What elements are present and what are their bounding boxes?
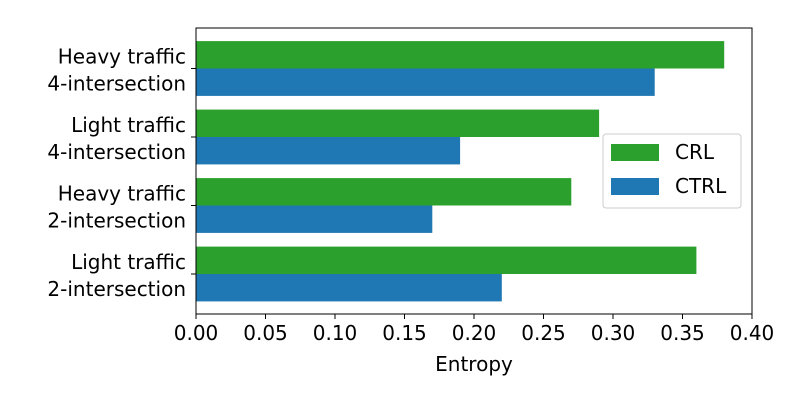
bar-crl-0 [196, 41, 725, 69]
y-tick-label: 2-intersection [47, 209, 186, 233]
x-tick-label: 0.05 [243, 321, 288, 345]
y-tick-label: 2-intersection [47, 277, 186, 301]
bar-crl-2 [196, 178, 572, 206]
bars-group [196, 41, 725, 302]
y-tick-label: Heavy traffic [58, 45, 186, 69]
x-tick-label: 0.10 [313, 321, 358, 345]
bar-ctrl-0 [196, 68, 655, 96]
bar-ctrl-1 [196, 137, 461, 165]
y-tick-label: Heavy traffic [58, 182, 186, 206]
y-tick-label: 4-intersection [47, 72, 186, 96]
x-tick-label: 0.40 [730, 321, 775, 345]
y-axis-ticks: Heavy traffic 4-intersection Light traffic… [47, 45, 196, 301]
x-tick-label: 0.30 [591, 321, 636, 345]
bar-crl-1 [196, 109, 600, 137]
y-tick-label: 4-intersection [47, 140, 186, 164]
x-tick-label: 0.25 [521, 321, 566, 345]
x-tick-label: 0.15 [382, 321, 427, 345]
x-tick-label: 0.35 [660, 321, 705, 345]
bar-crl-3 [196, 246, 697, 274]
bar-ctrl-2 [196, 205, 433, 233]
legend-swatch-crl [611, 144, 659, 161]
x-tick-label: 0.00 [174, 321, 219, 345]
legend: CRL CTRL [602, 133, 742, 209]
y-tick-label: Light traffic [71, 113, 186, 137]
x-tick-label: 0.20 [452, 321, 497, 345]
legend-label-crl: CRL [675, 140, 715, 164]
legend-swatch-ctrl [611, 178, 659, 195]
y-tick-label: Light traffic [71, 250, 186, 274]
bar-ctrl-3 [196, 274, 502, 302]
legend-label-ctrl: CTRL [675, 174, 727, 198]
x-axis-ticks: 0.00 0.05 0.10 0.15 0.20 0.25 0.30 0.35 0.40 [174, 314, 775, 345]
x-axis-label: Entropy [435, 352, 513, 376]
